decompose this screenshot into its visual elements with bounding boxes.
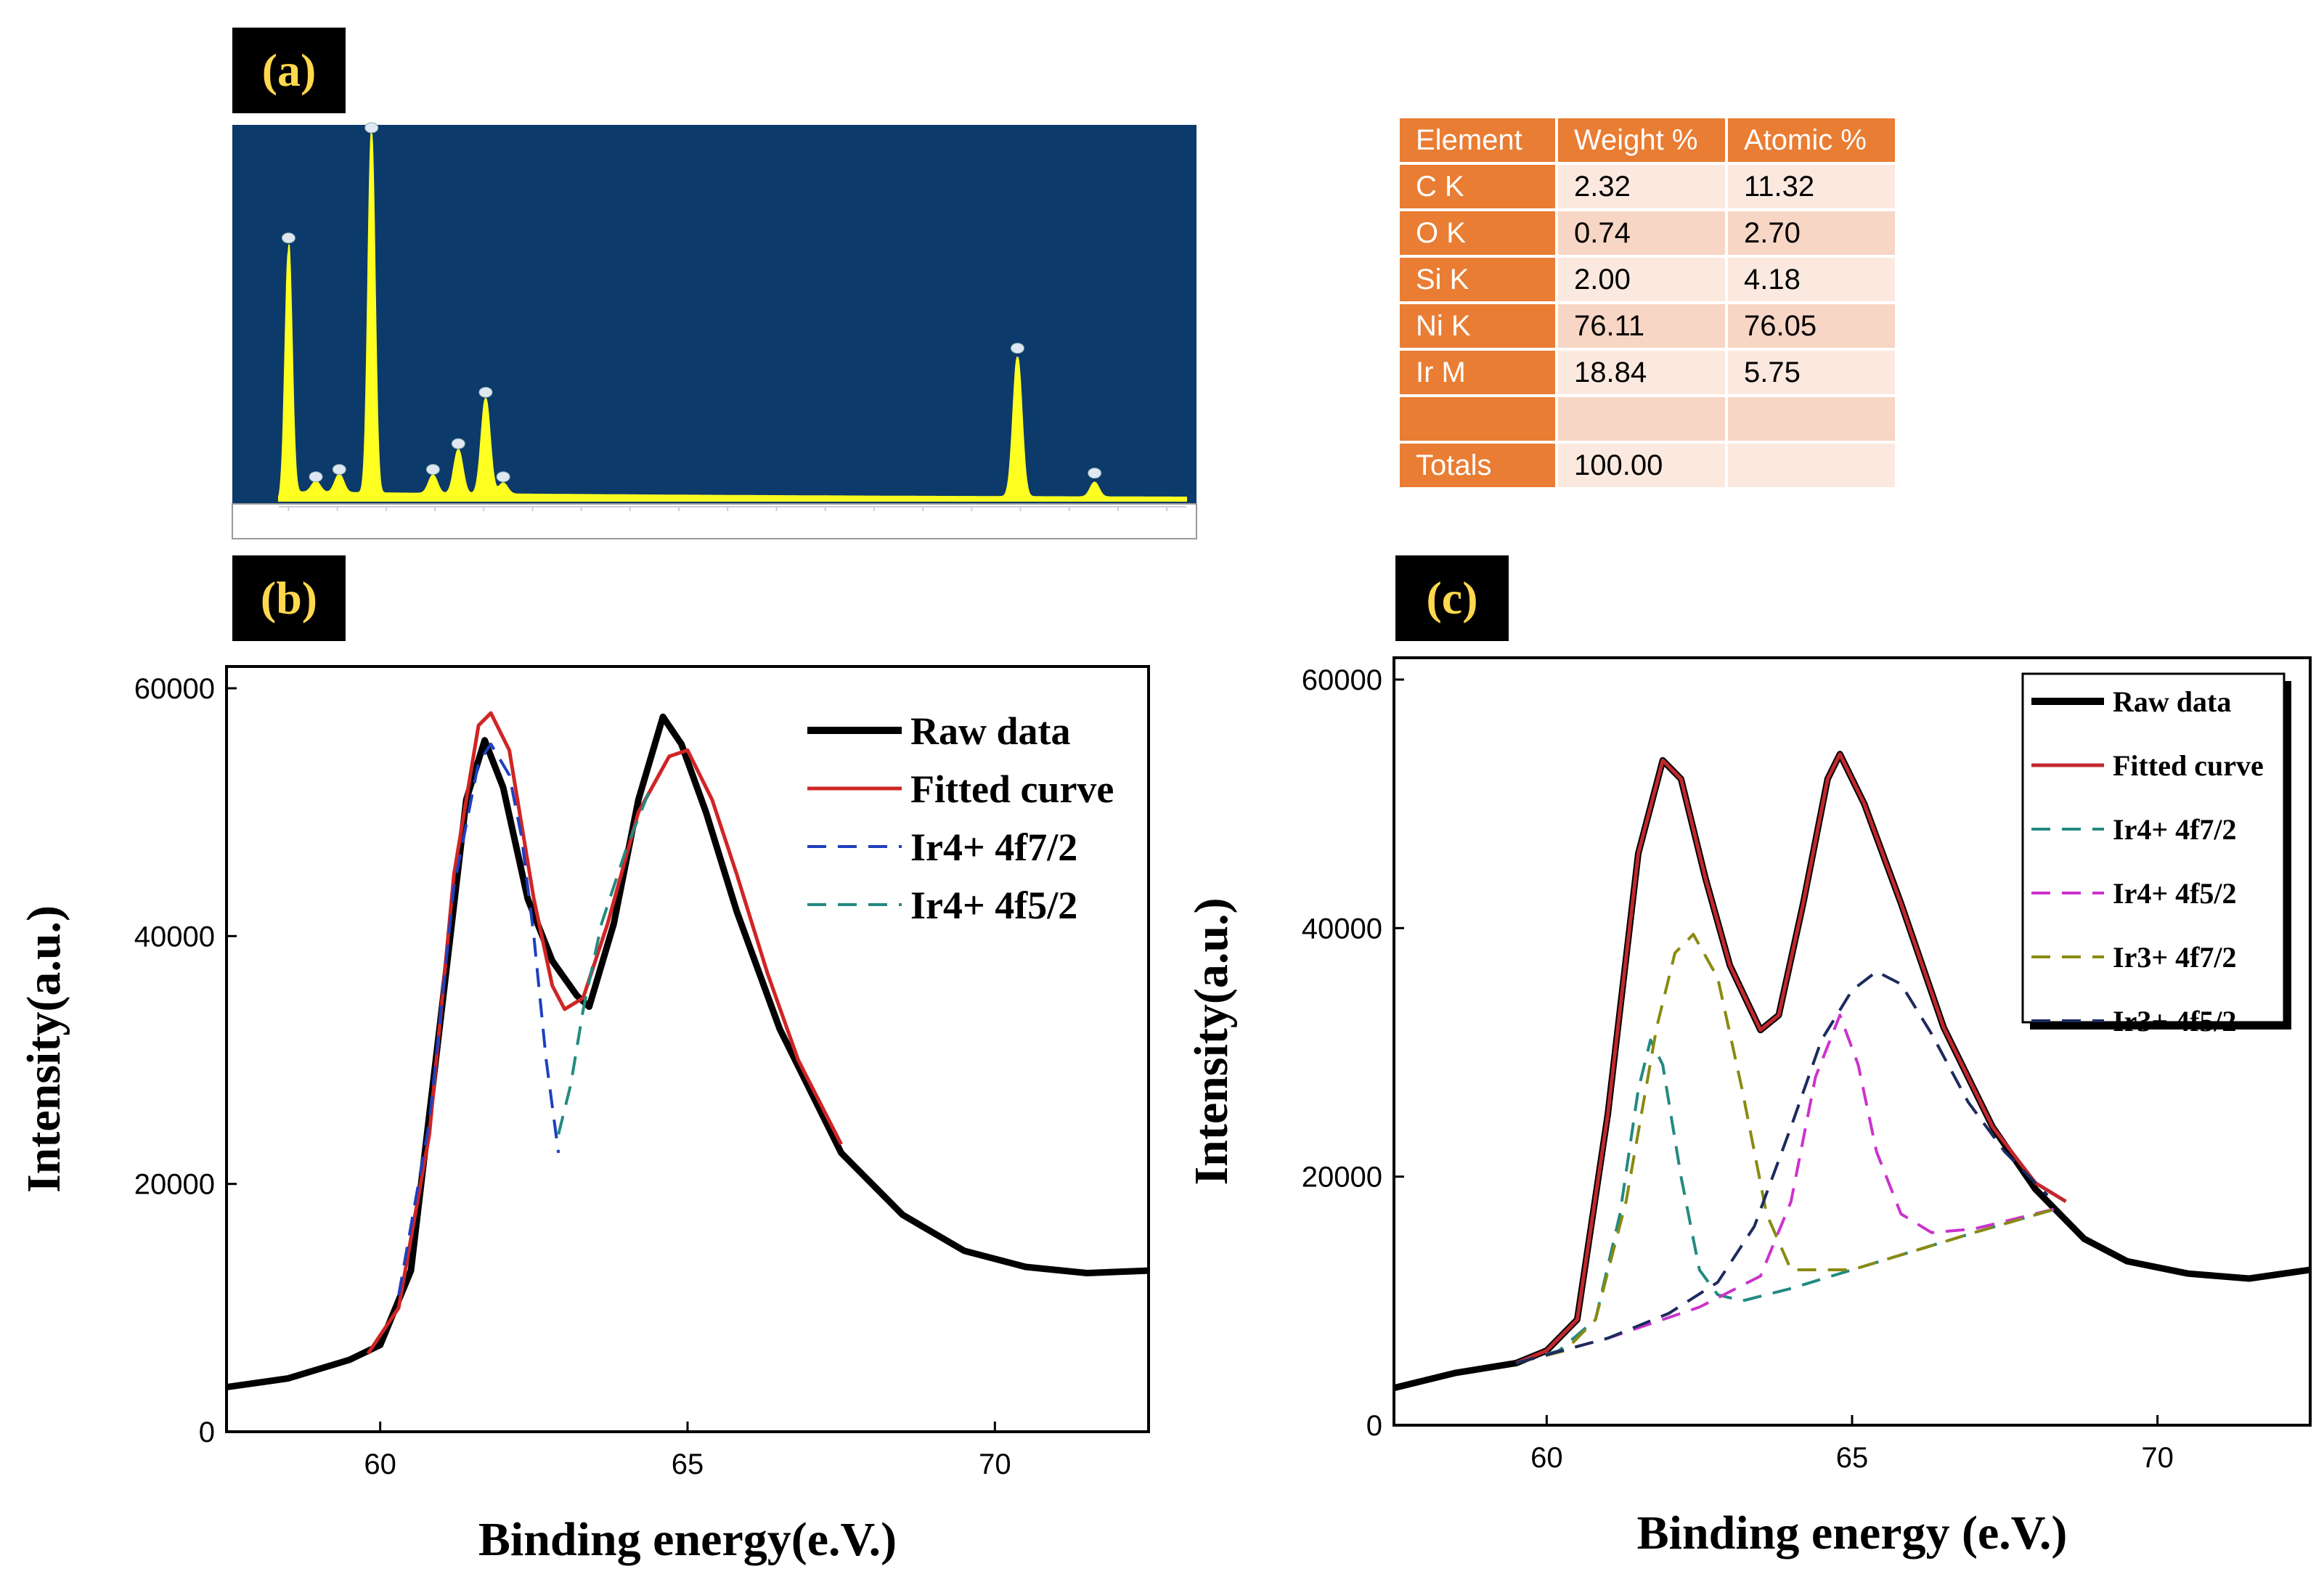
series-line bbox=[1515, 1038, 2060, 1365]
y-tick-label: 60000 bbox=[134, 673, 215, 705]
table-cell-atomic: 76.05 bbox=[1728, 304, 1895, 348]
legend-label: Ir4+ 4f7/2 bbox=[910, 825, 1077, 869]
peak-marker bbox=[451, 438, 465, 449]
series-line bbox=[366, 711, 843, 1355]
table-cell-element: Ir M bbox=[1400, 351, 1555, 394]
table-row: Ir M 18.84 5.75 bbox=[1400, 351, 1895, 394]
table-header-atomic: Atomic % bbox=[1728, 118, 1895, 162]
y-tick-label: 0 bbox=[199, 1416, 215, 1448]
table-cell-element: Totals bbox=[1400, 444, 1555, 487]
peak-marker bbox=[1010, 343, 1024, 354]
table-header-weight: Weight % bbox=[1558, 118, 1725, 162]
legend-label: Fitted curve bbox=[910, 767, 1114, 811]
table-cell-atomic bbox=[1728, 397, 1895, 441]
table-cell-weight: 76.11 bbox=[1558, 304, 1725, 348]
panel-c-label: (c) bbox=[1395, 555, 1509, 641]
table-cell-weight: 2.32 bbox=[1558, 165, 1725, 208]
legend-label: Ir4+ 4f5/2 bbox=[2113, 877, 2237, 910]
table-cell-weight: 100.00 bbox=[1558, 444, 1725, 487]
y-axis-label: Intensity(a.u.) bbox=[1185, 897, 1238, 1185]
y-axis-label: Intensity(a.u.) bbox=[17, 905, 70, 1193]
x-axis-label: Binding energy (e.V.) bbox=[1637, 1507, 2068, 1560]
series-line bbox=[397, 742, 560, 1296]
panel-b-label: (b) bbox=[232, 555, 346, 641]
y-tick-label: 40000 bbox=[1302, 913, 1382, 945]
peak-marker bbox=[281, 232, 295, 244]
eds-spectrum-chart bbox=[232, 122, 1197, 539]
table-row: C K 2.32 11.32 bbox=[1400, 165, 1895, 208]
x-axis-label: Binding energy(e.V.) bbox=[478, 1513, 897, 1566]
panel-a-label: (a) bbox=[232, 28, 346, 113]
table-cell-weight: 0.74 bbox=[1558, 211, 1725, 255]
series-line bbox=[1515, 932, 2060, 1365]
legend-label: Ir4+ 4f5/2 bbox=[910, 884, 1077, 927]
y-tick-label: 0 bbox=[1366, 1410, 1382, 1442]
table-cell-element: C K bbox=[1400, 165, 1555, 208]
x-tick-label: 65 bbox=[1836, 1442, 1869, 1474]
legend-label: Ir4+ 4f7/2 bbox=[2113, 813, 2237, 846]
peak-marker bbox=[309, 471, 323, 483]
legend-label: Ir3+ 4f7/2 bbox=[2113, 941, 2237, 974]
table-row: Ni K 76.11 76.05 bbox=[1400, 304, 1895, 348]
legend-box bbox=[2021, 672, 2286, 1024]
x-tick-label: 70 bbox=[979, 1448, 1011, 1480]
table-cell-element bbox=[1400, 397, 1555, 441]
eds-composition-table: Element Weight % Atomic % C K 2.32 11.32… bbox=[1397, 115, 1898, 490]
series-line bbox=[1515, 970, 2049, 1365]
table-cell-atomic bbox=[1728, 444, 1895, 487]
peak-marker bbox=[478, 386, 493, 398]
table-header-row: Element Weight % Atomic % bbox=[1400, 118, 1895, 162]
table-row: Totals 100.00 bbox=[1400, 444, 1895, 487]
table-cell-weight bbox=[1558, 397, 1725, 441]
series-line bbox=[557, 786, 653, 1135]
spectrum-series bbox=[278, 132, 1187, 502]
table-row: O K 0.74 2.70 bbox=[1400, 211, 1895, 255]
table-header-element: Element bbox=[1400, 118, 1555, 162]
spectrum-footer bbox=[232, 503, 1197, 539]
table-cell-element: O K bbox=[1400, 211, 1555, 255]
y-tick-label: 40000 bbox=[134, 921, 215, 953]
peak-marker bbox=[496, 471, 510, 483]
series-line bbox=[226, 713, 1149, 1391]
xps-chart-b: 60 65 70 0 20000 40000 60000 Binding energy(e.V… bbox=[17, 665, 1150, 1566]
peak-marker bbox=[425, 464, 440, 476]
y-tick-label: 60000 bbox=[1302, 664, 1382, 696]
y-tick-label: 20000 bbox=[1302, 1162, 1382, 1194]
table-cell-atomic: 2.70 bbox=[1728, 211, 1895, 255]
y-tick-label: 20000 bbox=[134, 1169, 215, 1201]
legend-label: Raw data bbox=[2113, 685, 2231, 718]
xps-chart-c: 60 65 70 0 20000 40000 60000 Binding energy (e.… bbox=[1185, 656, 2312, 1560]
series-line bbox=[1515, 1014, 2060, 1365]
table-row bbox=[1400, 397, 1895, 441]
table-cell-atomic: 5.75 bbox=[1728, 351, 1895, 394]
table-cell-atomic: 4.18 bbox=[1728, 258, 1895, 301]
peak-marker bbox=[1088, 468, 1102, 479]
x-tick-label: 60 bbox=[364, 1448, 396, 1480]
table-cell-element: Ni K bbox=[1400, 304, 1555, 348]
x-tick-label: 65 bbox=[672, 1448, 704, 1480]
table-cell-element: Si K bbox=[1400, 258, 1555, 301]
spectrum-background bbox=[232, 125, 1196, 504]
legend-label: Ir3+ 4f5/2 bbox=[2113, 1005, 2237, 1037]
peak-marker bbox=[364, 122, 379, 134]
x-tick-label: 60 bbox=[1530, 1442, 1563, 1474]
legend-label: Raw data bbox=[910, 709, 1071, 753]
table-cell-weight: 2.00 bbox=[1558, 258, 1725, 301]
peak-marker bbox=[332, 464, 346, 476]
legend-label: Fitted curve bbox=[2113, 749, 2264, 782]
table-row: Si K 2.00 4.18 bbox=[1400, 258, 1895, 301]
table-cell-atomic: 11.32 bbox=[1728, 165, 1895, 208]
series-line bbox=[1515, 752, 2067, 1365]
table-cell-weight: 18.84 bbox=[1558, 351, 1725, 394]
x-tick-label: 70 bbox=[2141, 1442, 2174, 1474]
